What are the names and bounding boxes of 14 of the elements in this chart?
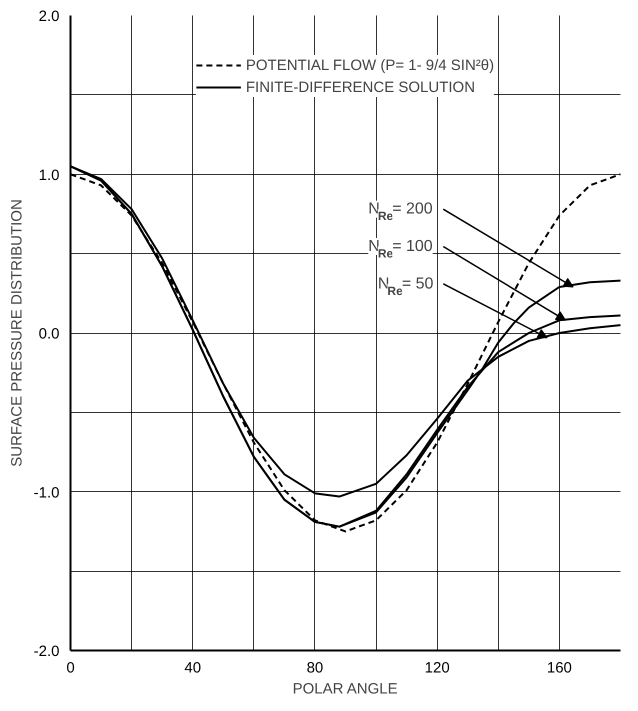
y-tick-label: -2.0 [34, 643, 60, 660]
legend-label: POTENTIAL FLOW (P= 1- 9/4 SIN²θ) [246, 56, 494, 74]
x-tick-label: 80 [306, 660, 324, 676]
legend-label: FINITE-DIFFERENCE SOLUTION [246, 78, 476, 96]
y-tick-label: -1.0 [34, 484, 60, 502]
y-tick-label: 0.0 [38, 326, 60, 342]
y-tick-label: 1.0 [38, 166, 60, 184]
x-tick-label: 0 [66, 660, 75, 676]
x-tick-label: 120 [424, 660, 450, 676]
y-tick-label: 2.0 [38, 8, 60, 25]
x-tick-label: 160 [546, 660, 572, 676]
x-axis-title: POLAR ANGLE [292, 680, 398, 698]
x-tick-label: 40 [184, 660, 202, 676]
y-axis-title: SURFACE PRESSURE DISTRIBUTION [8, 199, 26, 467]
